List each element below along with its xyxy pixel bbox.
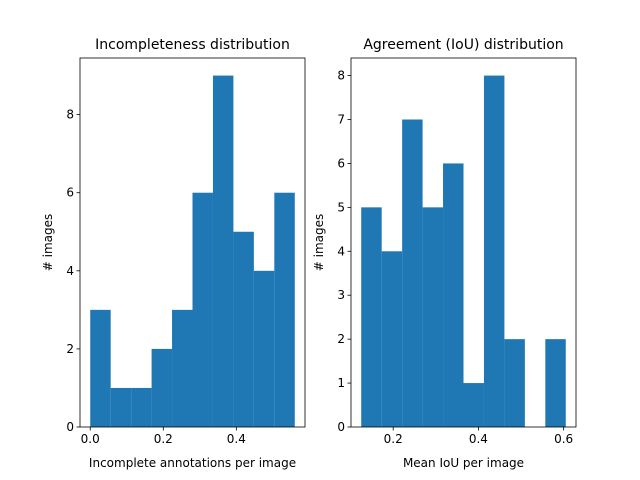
axes-frame [350, 57, 577, 428]
chart-title: Agreement (IoU) distribution [363, 37, 563, 53]
y-axis-label: # images [41, 214, 55, 272]
bar [381, 251, 403, 427]
x-tick-label: 0.6 [554, 432, 573, 446]
y-tick-label: 1 [337, 376, 345, 390]
bar [443, 163, 464, 427]
y-tick-label: 0 [66, 420, 74, 434]
bar [361, 207, 382, 427]
bar [151, 348, 173, 427]
y-tick-label: 0 [337, 420, 345, 434]
axes-frame [79, 57, 306, 428]
x-axis-label: Mean IoU per image [403, 456, 524, 470]
x-tick-label: 0.4 [469, 432, 488, 446]
bar [90, 309, 111, 427]
y-tick-label: 8 [66, 108, 74, 122]
bar [253, 270, 275, 427]
y-axis-label: # images [312, 214, 326, 272]
bar [545, 339, 566, 427]
y-tick-label: 2 [337, 332, 345, 346]
x-tick-label: 0.2 [384, 432, 403, 446]
bar [172, 309, 193, 427]
chart-title: Incompleteness distribution [95, 37, 290, 53]
bar [131, 387, 152, 427]
y-tick-label: 5 [337, 200, 345, 214]
y-tick-label: 4 [66, 264, 74, 278]
bar [274, 192, 295, 427]
bar [110, 387, 132, 427]
y-tick-label: 2 [66, 342, 74, 356]
x-tick-label: 0.4 [227, 432, 246, 446]
bar [402, 119, 423, 427]
bar [463, 383, 484, 427]
y-tick-label: 6 [337, 156, 345, 170]
bar [483, 75, 505, 428]
bar [504, 339, 525, 427]
bar [192, 192, 213, 427]
x-tick-label: 0.2 [154, 432, 173, 446]
y-tick-label: 6 [66, 186, 74, 200]
bar [422, 207, 444, 427]
y-tick-label: 8 [337, 69, 345, 83]
x-axis-label: Incomplete annotations per image [89, 456, 296, 470]
y-tick-label: 7 [337, 113, 345, 127]
bar [212, 75, 234, 428]
y-tick-label: 3 [337, 288, 345, 302]
bar [233, 231, 254, 427]
x-tick-label: 0.0 [81, 432, 100, 446]
y-tick-label: 4 [337, 244, 345, 258]
